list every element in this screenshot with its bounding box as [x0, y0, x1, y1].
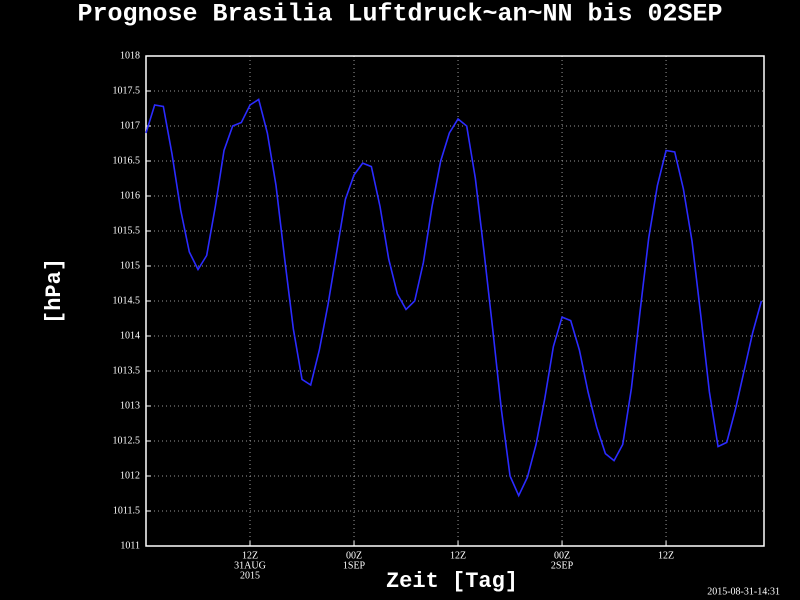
x-tick-label: 00Z [554, 550, 570, 561]
y-axis-label: [hPa] [42, 258, 67, 324]
x-tick-label: 31AUG [234, 560, 266, 571]
y-tick-label: 1015.5 [113, 225, 141, 236]
y-tick-label: 1018 [120, 50, 140, 61]
y-tick-label: 1017.5 [113, 85, 141, 96]
x-tick-label: 12Z [242, 550, 258, 561]
plot-frame [145, 55, 765, 547]
y-tick-label: 1013 [120, 400, 140, 411]
y-tick-label: 1012.5 [113, 435, 141, 446]
timestamp: 2015-08-31-14:31 [707, 586, 780, 597]
x-tick-label: 12Z [450, 550, 466, 561]
x-tick-label: 00Z [346, 550, 362, 561]
x-tick-label: 2SEP [551, 560, 574, 571]
y-tick-label: 1011 [120, 540, 140, 551]
y-tick-label: 1013.5 [113, 365, 141, 376]
y-tick-label: 1011.5 [113, 505, 140, 516]
x-tick-label: 1SEP [343, 560, 366, 571]
y-tick-label: 1016 [120, 190, 140, 201]
y-tick-label: 1012 [120, 470, 140, 481]
x-axis-label: Zeit [Tag] [386, 569, 518, 594]
y-tick-label: 1016.5 [113, 155, 141, 166]
chart-title: Prognose Brasilia Luftdruck~an~NN bis 02… [77, 0, 722, 29]
x-tick-label: 12Z [658, 550, 674, 561]
x-tick-label: 2015 [240, 570, 260, 581]
y-tick-label: 1015 [120, 260, 140, 271]
y-tick-label: 1014 [120, 330, 140, 341]
y-tick-label: 1017 [120, 120, 140, 131]
y-tick-label: 1014.5 [113, 295, 141, 306]
data-line [145, 98, 763, 498]
